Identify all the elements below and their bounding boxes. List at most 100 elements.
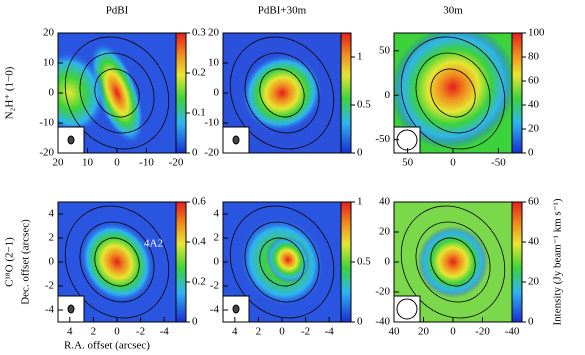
colorbar-tick-label: 0	[192, 147, 198, 159]
y-tick-label: -20	[375, 286, 390, 298]
colorbar-tick-label: 100	[528, 27, 545, 39]
x-tick-label: 0	[114, 157, 120, 169]
contour	[79, 221, 155, 303]
x-tick-label: 2	[91, 326, 97, 338]
map	[223, 202, 341, 322]
contour	[244, 52, 320, 134]
y-tick-label: 0	[49, 256, 55, 268]
emission	[417, 226, 489, 298]
x-tick-label: 20	[53, 157, 65, 169]
beam-box	[394, 295, 421, 322]
colorbar-tick-label: 0	[192, 316, 198, 328]
map	[223, 33, 341, 153]
x-tick-label: 20	[418, 326, 430, 338]
colorbar	[340, 201, 352, 323]
colorbar	[175, 32, 187, 154]
x-tick-label: 0	[450, 157, 456, 169]
beam	[396, 298, 418, 320]
colorbar-tick-label: 60	[528, 196, 540, 208]
y-tick-label: 0	[214, 256, 220, 268]
colorbar-tick-label: 0.2	[192, 276, 206, 288]
contour	[64, 36, 170, 150]
y-tick-label: 2	[49, 232, 55, 244]
x-tick-label: -10	[139, 157, 154, 169]
y-tick-label: -40	[375, 316, 390, 328]
y-tick-label: -10	[204, 117, 219, 129]
y-tick-label: 4	[214, 208, 220, 220]
x-tick-label: 2	[256, 326, 262, 338]
contour	[430, 237, 476, 287]
row-label: C¹⁸O (2−1)	[4, 237, 16, 287]
contour	[64, 205, 170, 319]
contour	[229, 205, 335, 319]
panel-title: PdBI	[106, 5, 129, 17]
y-tick-label: 4	[49, 208, 55, 220]
colorbar-tick-label: 80	[528, 51, 540, 63]
beam	[67, 135, 75, 145]
contour	[400, 36, 506, 150]
y-tick-label: 0	[385, 256, 391, 268]
y-tick-label: 50	[379, 44, 391, 56]
colorbar-tick-label: 40	[528, 99, 540, 111]
emission	[58, 51, 106, 135]
colorbar-tick-label: 0.4	[192, 236, 206, 248]
y-tick-label: 20	[379, 226, 391, 238]
emission	[265, 236, 310, 283]
x-tick-label: -2	[301, 326, 310, 338]
colorbar-tick-label: 0.3	[192, 27, 206, 39]
colorbar-tick-label: 0.2	[192, 67, 206, 79]
colorbar-label: Intensity (Jy beam⁻¹ km s⁻¹)	[552, 198, 564, 325]
y-tick-label: 2	[214, 232, 220, 244]
panel-title: 30m	[443, 5, 463, 17]
x-tick-label: -40	[505, 326, 520, 338]
colorbar-tick-label: 0	[528, 147, 534, 159]
x-tick-label: 0	[114, 326, 120, 338]
y-tick-label: 20	[43, 27, 55, 39]
contour	[415, 221, 491, 303]
y-tick-label: -20	[204, 147, 219, 159]
row-label: N₂H⁺ (1−0)	[4, 66, 16, 119]
map	[394, 202, 512, 322]
x-tick-label: -4	[160, 326, 170, 338]
x-axis-label: R.A. offset (arcsec)	[64, 340, 150, 352]
colorbar-tick-label: 60	[528, 75, 540, 87]
x-tick-label: 0	[450, 326, 456, 338]
emission	[241, 53, 323, 133]
x-tick-label: -20	[475, 326, 490, 338]
beam	[232, 135, 240, 145]
y-tick-label: -10	[39, 117, 54, 129]
beam-box	[58, 126, 85, 153]
map	[58, 202, 176, 322]
x-tick-label: 4	[67, 326, 73, 338]
contour	[259, 68, 305, 118]
x-tick-label: 4	[232, 326, 238, 338]
contour	[94, 68, 140, 118]
y-tick-label: -2	[45, 280, 54, 292]
emission	[89, 41, 145, 145]
x-tick-label: -2	[136, 326, 145, 338]
colorbar-tick-label: 1	[357, 51, 363, 63]
beam	[232, 304, 240, 314]
contour	[259, 237, 305, 287]
y-tick-label: -20	[39, 147, 54, 159]
colorbar-tick-label: 0.5	[357, 99, 371, 111]
y-tick-label: 40	[379, 196, 391, 208]
y-tick-label: 0	[385, 89, 391, 101]
y-tick-label: 20	[208, 27, 220, 39]
contour	[400, 205, 506, 319]
colorbar-tick-label: 0	[528, 316, 534, 328]
colorbar	[175, 201, 187, 323]
colorbar-tick-label: 40	[528, 236, 540, 248]
x-tick-label: -20	[169, 157, 184, 169]
x-tick-label: -4	[325, 326, 335, 338]
contour	[244, 221, 320, 303]
x-tick-label: -50	[491, 157, 506, 169]
contour	[430, 68, 476, 118]
colorbar-tick-label: 20	[528, 123, 540, 135]
colorbar-tick-label: 1	[357, 196, 363, 208]
map	[58, 33, 176, 153]
y-tick-label: -50	[375, 133, 390, 145]
colorbar	[511, 201, 523, 323]
x-tick-label: 50	[402, 157, 414, 169]
annotation: 4A2	[144, 238, 163, 250]
